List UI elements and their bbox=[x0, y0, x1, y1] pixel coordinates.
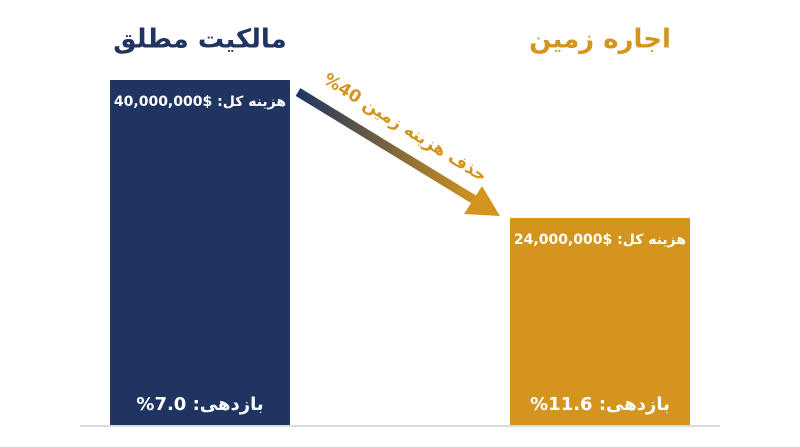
category-title: مالکیت مطلق bbox=[113, 25, 286, 55]
annotation: حذف هزینه زمین 40% bbox=[320, 69, 491, 186]
arrow bbox=[295, 88, 500, 216]
value-label: هزینه کل: $40,000,000 bbox=[114, 94, 286, 110]
bar bbox=[110, 80, 290, 425]
bar bbox=[510, 218, 690, 425]
yield-label: بازدهی: 11.6% bbox=[530, 394, 670, 415]
value-label: هزینه کل: $24,000,000 bbox=[514, 232, 686, 248]
category-title: اجاره زمین bbox=[529, 25, 671, 55]
yield-label: بازدهی: 7.0% bbox=[136, 394, 263, 415]
